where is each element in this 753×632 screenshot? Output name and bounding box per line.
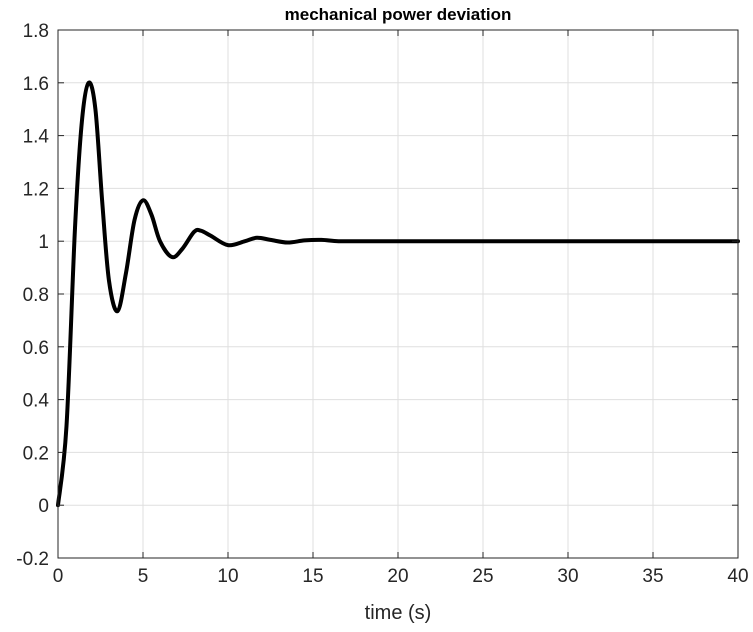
x-tick-label: 10 — [217, 566, 238, 587]
x-tick-labels: 0 5 10 15 20 25 30 35 40 — [53, 566, 749, 587]
x-tick-label: 5 — [138, 566, 149, 587]
x-tick-label: 20 — [387, 566, 408, 587]
y-tick-label: 1.4 — [23, 127, 50, 148]
series-line — [56, 80, 740, 508]
y-tick-label: 1 — [38, 232, 49, 253]
chart-title: mechanical power deviation — [285, 5, 512, 24]
series-layer — [56, 80, 740, 508]
x-tick-label: 15 — [302, 566, 323, 587]
x-tick-label: 25 — [472, 566, 493, 587]
y-tick-label: 0 — [38, 496, 49, 517]
y-tick-label: -0.2 — [16, 549, 49, 570]
y-tick-label: 1.8 — [23, 21, 49, 42]
y-tick-label: 0.2 — [23, 443, 49, 464]
y-tick-labels: -0.2 0 0.2 0.4 0.6 0.8 1 1.2 1.4 1.6 1.8 — [16, 21, 49, 570]
x-axis-label: time (s) — [365, 602, 432, 624]
y-tick-label: 1.6 — [23, 74, 49, 95]
ticks — [57, 29, 739, 559]
y-tick-label: 0.6 — [23, 338, 49, 359]
x-tick-label: 35 — [642, 566, 663, 587]
x-tick-label: 40 — [727, 566, 748, 587]
x-tick-label: 0 — [53, 566, 64, 587]
x-tick-label: 30 — [557, 566, 578, 587]
y-tick-label: 1.2 — [23, 179, 49, 200]
y-tick-label: 0.8 — [23, 285, 49, 306]
y-tick-label: 0.4 — [23, 391, 50, 412]
